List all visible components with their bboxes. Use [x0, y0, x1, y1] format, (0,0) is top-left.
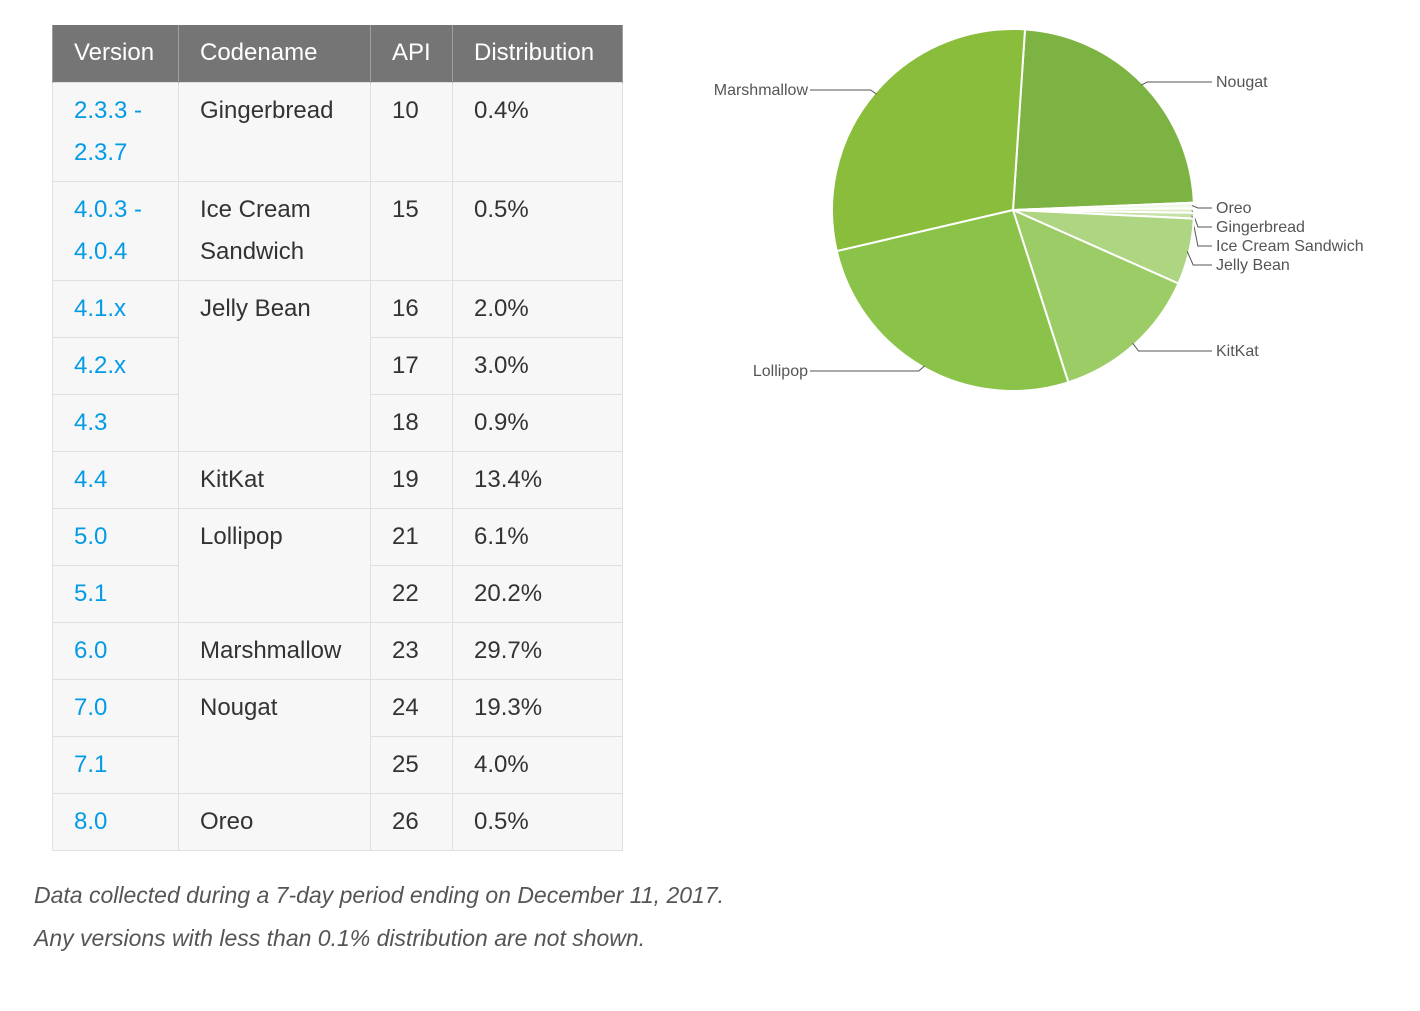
- version-cell: 6.0: [52, 621, 179, 680]
- api-cell: 19: [370, 450, 453, 509]
- distribution-cell: 0.4%: [452, 81, 623, 182]
- version-cell: 4.0.3 - 4.0.4: [52, 180, 179, 281]
- distribution-cell: 3.0%: [452, 336, 623, 395]
- table-row: 7.1 25 4.0%: [52, 735, 623, 794]
- distribution-table: Version Codename API Distribution 2.3.3 …: [52, 25, 623, 851]
- pie-slice-lollipop: [835, 208, 1070, 392]
- pie-leader-line: [1140, 81, 1212, 86]
- distribution-cell: 2.0%: [452, 279, 623, 338]
- version-cell: 4.2.x: [52, 336, 179, 395]
- pie-label-nougat: Nougat: [1216, 74, 1268, 91]
- version-link[interactable]: 4.2.x: [74, 351, 127, 379]
- version-header: Version: [52, 25, 179, 82]
- version-link[interactable]: 8.0: [74, 807, 108, 835]
- table-row: 5.1 22 20.2%: [52, 564, 623, 623]
- distribution-cell: 0.5%: [452, 792, 623, 851]
- table-row: 4.3 18 0.9%: [52, 393, 623, 452]
- distribution-cell: 6.1%: [452, 507, 623, 566]
- pie-label-lollipop: Lollipop: [753, 363, 808, 380]
- version-cell: 2.3.3 - 2.3.7: [52, 81, 179, 182]
- table-header-row: Version Codename API Distribution: [52, 25, 623, 82]
- codename-cell: Jelly Bean: [178, 279, 371, 452]
- pie-leader-line: [810, 89, 877, 95]
- distribution-cell: 13.4%: [452, 450, 623, 509]
- distribution-cell: 0.5%: [452, 180, 623, 281]
- pie-leader-line: [810, 365, 926, 372]
- codename-cell: Gingerbread: [178, 81, 371, 182]
- version-cell: 5.0: [52, 507, 179, 566]
- version-link[interactable]: 7.1: [74, 750, 108, 778]
- version-cell: 4.3: [52, 393, 179, 452]
- version-link[interactable]: 5.0: [74, 522, 108, 550]
- pie-label-gingerbread: Gingerbread: [1216, 219, 1305, 236]
- pie-leader-line: [1132, 342, 1212, 352]
- version-cell: 5.1: [52, 564, 179, 623]
- pie-label-ice-cream-sandwich: Ice Cream Sandwich: [1216, 238, 1364, 255]
- codename-header: Codename: [178, 25, 371, 82]
- pie-leader-line: [1186, 251, 1212, 266]
- version-link[interactable]: 6.0: [74, 636, 108, 664]
- version-link[interactable]: 4.0.3 - 4.0.4: [74, 195, 143, 265]
- distribution-cell: 19.3%: [452, 678, 623, 737]
- threshold-note: Any versions with less than 0.1% distrib…: [34, 925, 646, 951]
- distribution-cell: 29.7%: [452, 621, 623, 680]
- version-link[interactable]: 2.3.3 - 2.3.7: [74, 96, 143, 166]
- distribution-pie-chart: Nougat Oreo Gingerbread Ice Cream Sandwich J…: [714, 28, 1364, 392]
- version-cell: 4.4: [52, 450, 179, 509]
- api-cell: 21: [370, 507, 453, 566]
- pie-slice-nougat: [1011, 28, 1195, 212]
- api-cell: 10: [370, 81, 453, 182]
- api-cell: 26: [370, 792, 453, 851]
- pie-label-kitkat: KitKat: [1216, 343, 1259, 360]
- table-row: 2.3.3 - 2.3.7 Gingerbread 10 0.4%: [52, 81, 623, 182]
- version-link[interactable]: 4.4: [74, 465, 108, 493]
- codename-cell: KitKat: [178, 450, 371, 509]
- version-link[interactable]: 5.1: [74, 579, 108, 607]
- api-header: API: [370, 25, 453, 82]
- codename-cell: Nougat: [178, 678, 371, 794]
- table-row: 8.0 Oreo 26 0.5%: [52, 792, 623, 851]
- api-cell: 23: [370, 621, 453, 680]
- table-row: 6.0 Marshmallow 23 29.7%: [52, 621, 623, 680]
- pie-leader-line: [1191, 210, 1212, 228]
- distribution-header: Distribution: [452, 25, 623, 82]
- distribution-cell: 0.9%: [452, 393, 623, 452]
- api-cell: 24: [370, 678, 453, 737]
- table-row: 4.4 KitKat 19 13.4%: [52, 450, 623, 509]
- version-cell: 7.0: [52, 678, 179, 737]
- pie-leader-line: [1191, 205, 1212, 209]
- distribution-cell: 20.2%: [452, 564, 623, 623]
- api-cell: 22: [370, 564, 453, 623]
- pie-label-marshmallow: Marshmallow: [714, 82, 809, 99]
- table-row: 7.0 Nougat 24 19.3%: [52, 678, 623, 794]
- codename-cell: Marshmallow: [178, 621, 371, 680]
- api-cell: 18: [370, 393, 453, 452]
- codename-cell: Oreo: [178, 792, 371, 851]
- collection-note: Data collected during a 7-day period end…: [34, 882, 725, 908]
- codename-cell: Ice Cream Sandwich: [178, 180, 371, 281]
- distribution-cell: 4.0%: [452, 735, 623, 794]
- version-cell: 7.1: [52, 735, 179, 794]
- pie-label-oreo: Oreo: [1216, 200, 1252, 217]
- table-row: 4.1.x Jelly Bean 16 2.0%: [52, 279, 623, 452]
- api-cell: 25: [370, 735, 453, 794]
- version-cell: 8.0: [52, 792, 179, 851]
- pie-leader-line: [1191, 215, 1212, 247]
- api-cell: 15: [370, 180, 453, 281]
- version-link[interactable]: 4.1.x: [74, 294, 127, 322]
- version-cell: 4.1.x: [52, 279, 179, 338]
- api-cell: 17: [370, 336, 453, 395]
- version-link[interactable]: 4.3: [74, 408, 108, 436]
- table-row: 4.0.3 - 4.0.4 Ice Cream Sandwich 15 0.5%: [52, 180, 623, 281]
- table-row: 4.2.x 17 3.0%: [52, 336, 623, 395]
- version-link[interactable]: 7.0: [74, 693, 108, 721]
- api-cell: 16: [370, 279, 453, 338]
- table-row: 5.0 Lollipop 21 6.1%: [52, 507, 623, 623]
- pie-label-jelly-bean: Jelly Bean: [1216, 257, 1290, 274]
- footnotes: Data collected during a 7-day period end…: [34, 874, 724, 960]
- codename-cell: Lollipop: [178, 507, 371, 623]
